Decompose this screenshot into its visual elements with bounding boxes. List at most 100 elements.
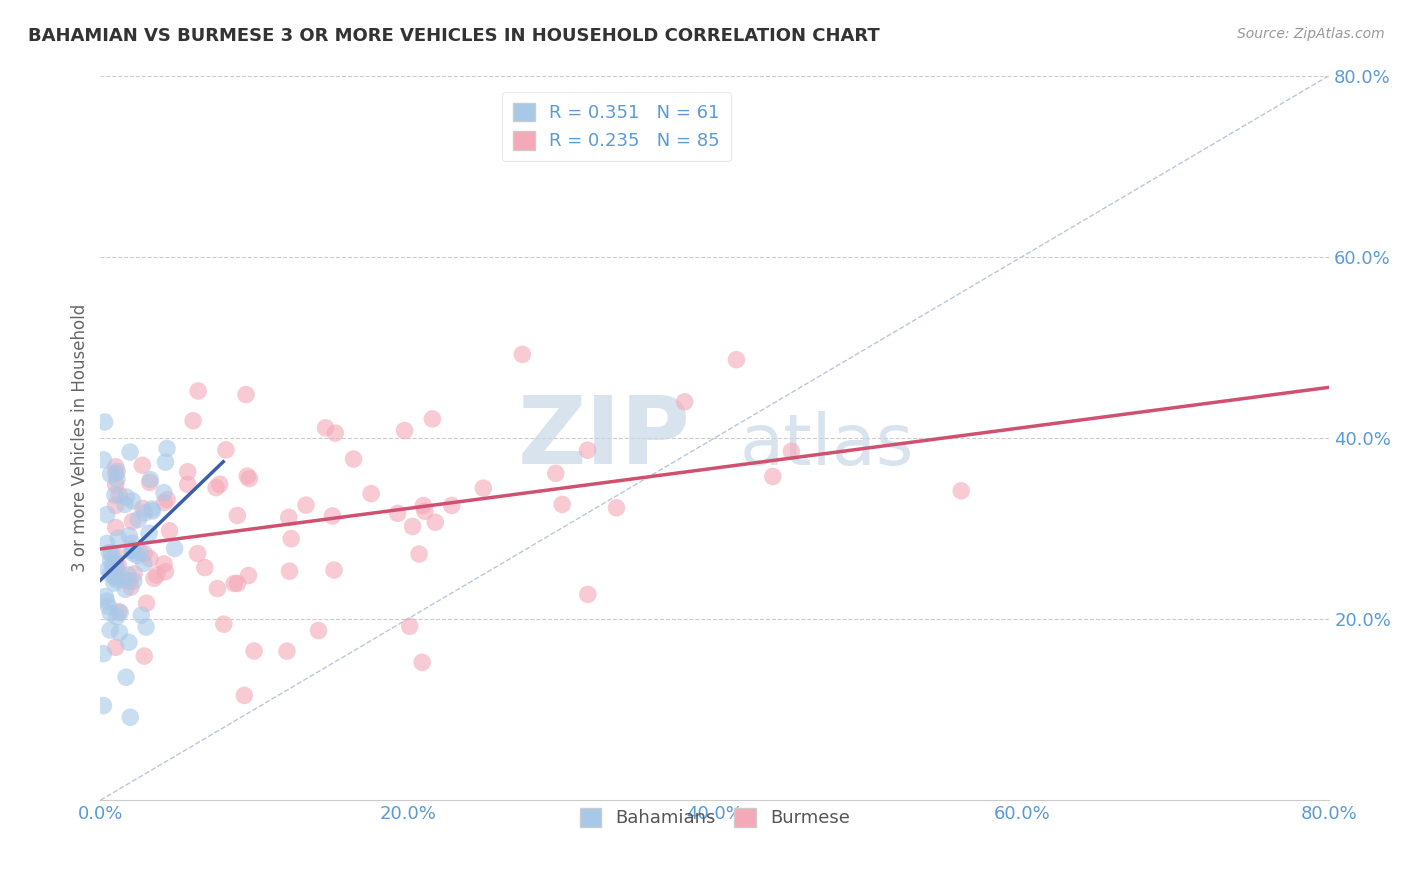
Point	[176, 477, 198, 491]
Point	[187, 384, 209, 398]
Point	[104, 554, 127, 568]
Point	[96, 594, 118, 608]
Point	[135, 620, 157, 634]
Point	[226, 576, 249, 591]
Point	[360, 486, 382, 500]
Point	[551, 498, 574, 512]
Point	[104, 459, 127, 474]
Point	[143, 571, 166, 585]
Point	[153, 557, 176, 571]
Point	[342, 452, 364, 467]
Point	[118, 574, 141, 588]
Point	[323, 563, 346, 577]
Point	[114, 582, 136, 597]
Point	[93, 647, 115, 661]
Point	[159, 524, 181, 538]
Point	[105, 609, 128, 624]
Point	[134, 648, 156, 663]
Point	[295, 498, 318, 512]
Point	[155, 565, 177, 579]
Point	[121, 494, 143, 508]
Point	[276, 644, 298, 658]
Point	[153, 495, 176, 509]
Point	[544, 467, 567, 481]
Point	[131, 458, 153, 473]
Point	[94, 590, 117, 604]
Point	[510, 347, 533, 361]
Point	[120, 445, 142, 459]
Point	[100, 567, 122, 582]
Point	[121, 536, 143, 550]
Point	[155, 455, 177, 469]
Point	[107, 605, 129, 619]
Point	[153, 485, 176, 500]
Point	[134, 506, 156, 520]
Point	[315, 421, 337, 435]
Point	[142, 504, 165, 518]
Point	[93, 453, 115, 467]
Point	[226, 508, 249, 523]
Point	[401, 519, 423, 533]
Point	[132, 557, 155, 571]
Point	[104, 570, 127, 584]
Point	[118, 529, 141, 543]
Point	[950, 483, 973, 498]
Point	[121, 515, 143, 529]
Point	[108, 606, 131, 620]
Point	[107, 558, 129, 573]
Point	[205, 481, 228, 495]
Text: atlas: atlas	[740, 410, 914, 480]
Point	[104, 570, 127, 584]
Point	[146, 568, 169, 582]
Point	[97, 599, 120, 614]
Point	[117, 568, 139, 582]
Point	[129, 608, 152, 623]
Point	[122, 566, 145, 581]
Point	[101, 558, 124, 573]
Point	[122, 574, 145, 588]
Point	[105, 573, 128, 587]
Point	[412, 499, 434, 513]
Point	[97, 562, 120, 576]
Point	[127, 512, 149, 526]
Point	[111, 573, 134, 587]
Point	[673, 394, 696, 409]
Point	[100, 467, 122, 482]
Point	[115, 670, 138, 684]
Point	[243, 644, 266, 658]
Point	[605, 500, 627, 515]
Point	[278, 564, 301, 578]
Point	[762, 469, 785, 483]
Point	[139, 475, 162, 490]
Point	[138, 526, 160, 541]
Point	[120, 710, 142, 724]
Point	[105, 563, 128, 577]
Point	[105, 472, 128, 486]
Point	[238, 568, 260, 582]
Point	[96, 536, 118, 550]
Point	[187, 547, 209, 561]
Point	[114, 498, 136, 512]
Point	[177, 465, 200, 479]
Point	[235, 387, 257, 401]
Point	[134, 547, 156, 561]
Point	[394, 424, 416, 438]
Point	[238, 472, 260, 486]
Point	[398, 619, 420, 633]
Point	[308, 624, 330, 638]
Point	[156, 492, 179, 507]
Point	[104, 520, 127, 534]
Point	[181, 414, 204, 428]
Point	[236, 469, 259, 483]
Text: Source: ZipAtlas.com: Source: ZipAtlas.com	[1237, 27, 1385, 41]
Point	[215, 442, 238, 457]
Point	[208, 477, 231, 491]
Point	[93, 698, 115, 713]
Point	[96, 508, 118, 522]
Point	[129, 546, 152, 560]
Point	[725, 352, 748, 367]
Point	[93, 415, 115, 429]
Point	[118, 635, 141, 649]
Point	[233, 689, 256, 703]
Point	[104, 499, 127, 513]
